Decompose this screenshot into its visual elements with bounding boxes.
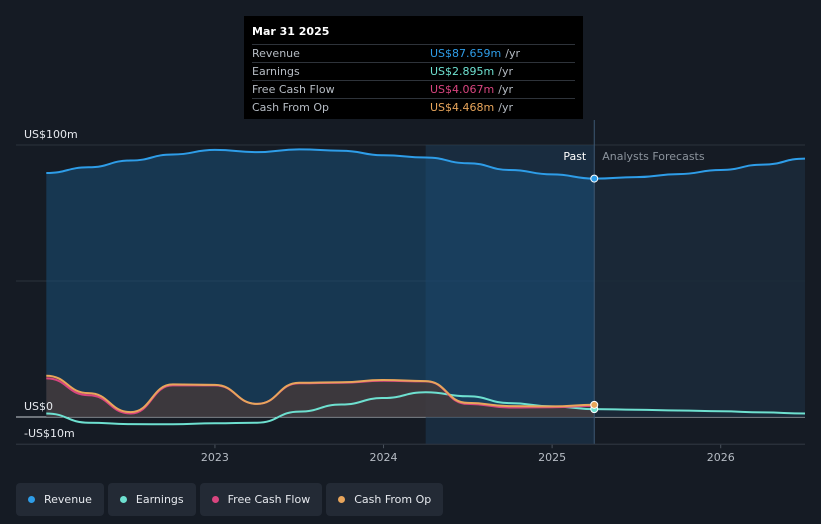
tooltip-label: Earnings (252, 65, 300, 78)
legend-dot-icon (28, 496, 35, 503)
tooltip-unit: /yr (498, 83, 513, 96)
revenue-forecast-line (594, 157, 806, 180)
cash-from-op-marker (590, 400, 599, 409)
y-axis: US$100m US$0 -US$10m (24, 128, 78, 440)
tooltip-value: US$4.468m (430, 101, 495, 114)
legend-item-cash-from-op[interactable]: Cash From Op (326, 483, 444, 516)
tooltip-row-revenue: Revenue US$87.659m /yr (252, 44, 575, 62)
legend-item-earnings[interactable]: Earnings (107, 483, 196, 516)
x-axis: 2023 2024 2025 2026 (16, 443, 805, 464)
tooltip-row-earnings: Earnings US$2.895m /yr (252, 62, 575, 80)
legend-item-free-cash-flow[interactable]: Free Cash Flow (199, 483, 323, 516)
x-tick-label: 2025 (538, 451, 566, 464)
tooltip-unit: /yr (498, 65, 513, 78)
chart: Past Analysts Forecasts US$100m US$0 -US$1… (16, 120, 806, 464)
earnings-forecast-line (594, 408, 806, 415)
areas (46, 149, 805, 417)
revenue-forecast-area (594, 158, 805, 417)
tooltip-label: Cash From Op (252, 101, 330, 114)
legend-label: Revenue (44, 493, 92, 506)
revenue-area (46, 149, 595, 417)
legend: Revenue Earnings Free Cash Flow Cash Fro… (16, 483, 444, 516)
tooltip-unit: /yr (498, 101, 513, 114)
tooltip-label: Free Cash Flow (252, 83, 335, 96)
legend-item-revenue[interactable]: Revenue (16, 483, 104, 516)
tooltip: Mar 31 2025 Revenue US$87.659m /yr Earni… (244, 16, 583, 119)
series-lines (46, 148, 806, 426)
past-label: Past (563, 150, 587, 163)
tooltip-label: Revenue (252, 47, 300, 60)
revenue-line (46, 148, 595, 180)
tooltip-row-free-cash-flow: Free Cash Flow US$4.067m /yr (252, 80, 575, 98)
earnings-line (46, 391, 595, 426)
markers (590, 174, 599, 414)
x-tick-label: 2026 (707, 451, 735, 464)
cash-from-op-line (46, 374, 595, 414)
revenue-marker (590, 174, 599, 183)
legend-label: Earnings (135, 493, 184, 506)
legend-label: Cash From Op (354, 493, 432, 506)
y-tick-label: -US$10m (24, 427, 75, 440)
y-tick-label: US$100m (24, 128, 78, 141)
y-tick-label: US$0 (24, 400, 53, 413)
tooltip-date: Mar 31 2025 (252, 25, 330, 38)
x-tick-label: 2023 (201, 451, 229, 464)
tooltip-unit: /yr (505, 47, 520, 60)
forecast-label: Analysts Forecasts (602, 150, 705, 163)
legend-dot-icon (338, 496, 346, 503)
tooltip-row-cash-from-op: Cash From Op US$4.468m /yr (252, 98, 575, 116)
tooltip-value: US$4.067m (430, 83, 495, 96)
tooltip-value: US$2.895m (430, 65, 495, 78)
legend-dot-icon (119, 496, 127, 503)
legend-label: Free Cash Flow (227, 493, 311, 506)
x-tick-label: 2024 (370, 451, 398, 464)
tooltip-value: US$87.659m (430, 47, 502, 60)
legend-dot-icon (211, 496, 219, 503)
